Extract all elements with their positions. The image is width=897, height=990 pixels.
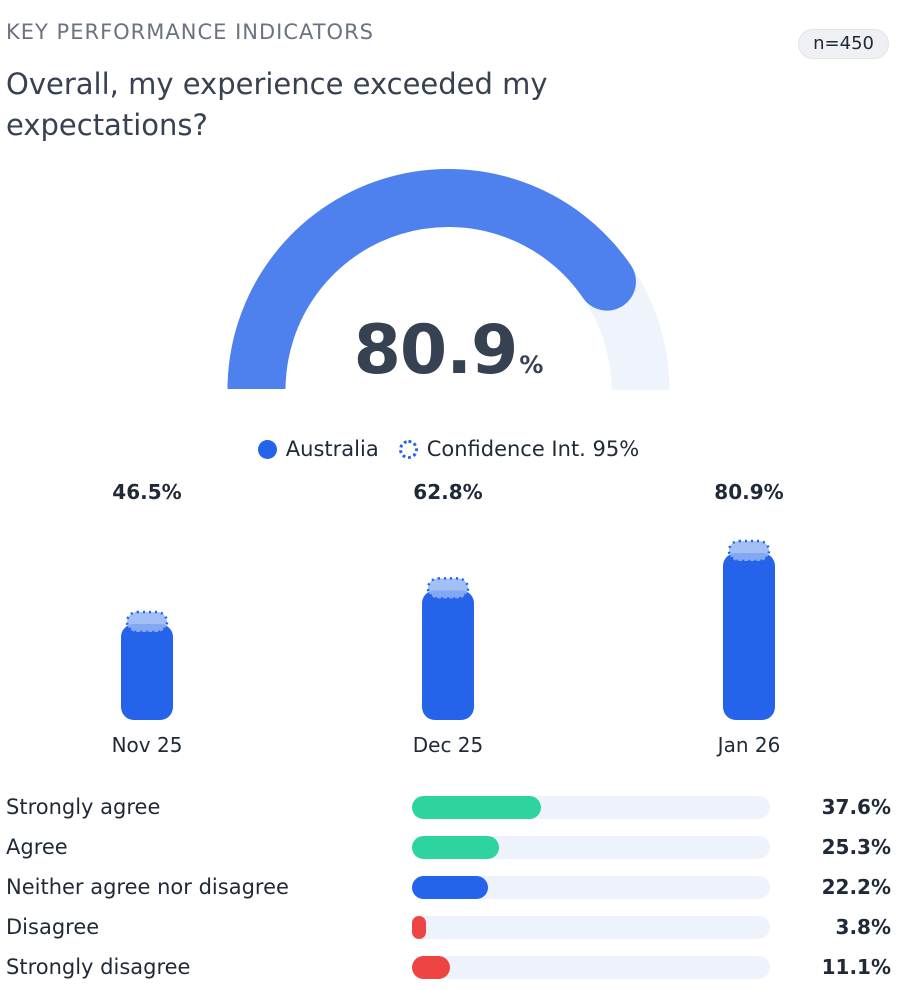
trend-bar	[121, 624, 173, 720]
bar-category-label: Dec 25	[412, 733, 484, 757]
distribution-row: Agree 25.3%	[6, 827, 891, 867]
distribution-track	[412, 835, 770, 859]
distribution-value: 11.1%	[821, 955, 891, 979]
confidence-interval-marker	[426, 577, 470, 600]
chart-legend: Australia Confidence Int. 95%	[0, 437, 897, 461]
gauge-value: 80.9%	[0, 311, 897, 390]
question-title: Overall, my experience exceeded my expec…	[6, 67, 548, 142]
gauge-value-unit: %	[519, 351, 544, 379]
distribution-track	[412, 875, 770, 899]
distribution-label: Agree	[6, 835, 68, 859]
confidence-interval-marker	[125, 610, 169, 634]
distribution-row: Strongly agree 37.6%	[6, 787, 891, 827]
bar-value-label: 46.5%	[112, 480, 182, 504]
distribution-fill	[412, 835, 499, 859]
confidence-interval-marker	[727, 539, 771, 563]
distribution-fill	[412, 915, 426, 939]
distribution-track	[412, 955, 770, 979]
sample-size-badge: n=450	[798, 29, 889, 59]
distribution-value: 37.6%	[821, 795, 891, 819]
distribution-label: Disagree	[6, 915, 100, 939]
bar-category-label: Jan 26	[717, 733, 781, 757]
distribution-label: Neither agree nor disagree	[6, 875, 289, 899]
bar-category-label: Nov 25	[111, 733, 183, 757]
trend-bar	[723, 553, 775, 720]
distribution-fill	[412, 875, 489, 899]
distribution-value: 22.2%	[821, 875, 891, 899]
legend-item-australia: Australia	[257, 437, 379, 461]
gauge-value-number: 80.9	[353, 311, 519, 390]
distribution-fill	[412, 955, 451, 979]
gauge-fill	[227, 169, 636, 400]
distribution-value: 25.3%	[821, 835, 891, 859]
distribution-value: 3.8%	[835, 915, 891, 939]
legend-ci-label: Confidence Int. 95%	[426, 437, 640, 461]
distribution-track	[412, 915, 770, 939]
section-kicker: KEY PERFORMANCE INDICATORS	[6, 20, 375, 44]
distribution-label: Strongly agree	[6, 795, 161, 819]
legend-series-swatch	[257, 439, 277, 459]
legend-item-ci: Confidence Int. 95%	[398, 437, 640, 461]
bar-value-label: 62.8%	[413, 480, 483, 504]
distribution-row: Strongly disagree 11.1%	[6, 947, 891, 987]
distribution-track	[412, 795, 770, 819]
legend-ci-swatch	[398, 439, 418, 459]
distribution-label: Strongly disagree	[6, 955, 191, 979]
bar-value-label: 80.9%	[714, 480, 784, 504]
distribution-fill	[412, 795, 542, 819]
trend-bar	[422, 590, 474, 720]
gauge-base-mask	[227, 389, 286, 400]
legend-series-label: Australia	[285, 437, 379, 461]
distribution-row: Neither agree nor disagree 22.2%	[6, 867, 891, 907]
gauge-chart	[227, 169, 670, 400]
distribution-row: Disagree 3.8%	[6, 907, 891, 947]
